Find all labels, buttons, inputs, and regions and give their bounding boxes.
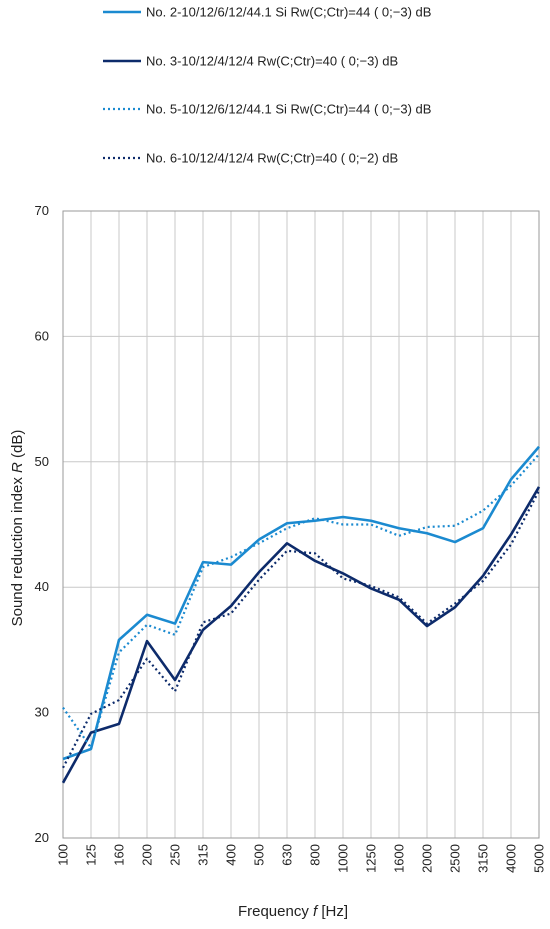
legend-item-4: No. 6-10/12/4/12/4 Rw(C;Ctr)=40 ( 0;−2) …	[103, 151, 398, 166]
x-tick-label: 500	[252, 844, 267, 866]
series-line-3	[62, 453, 540, 749]
x-tick-label: 800	[308, 844, 323, 866]
legend-label: No. 5-10/12/6/12/44.1 Si Rw(C;Ctr)=44 ( …	[146, 102, 431, 117]
x-tick-label: 100	[56, 844, 71, 866]
x-tick-label: 1250	[364, 844, 379, 873]
y-tick-label: 40	[35, 579, 49, 594]
y-tick-label: 60	[35, 328, 49, 343]
x-axis-label-text: Frequency	[238, 903, 313, 920]
y-axis-label-unit: (dB)	[9, 430, 26, 463]
grid	[62, 210, 540, 839]
x-tick-label: 3150	[476, 844, 491, 873]
series-line-4	[62, 490, 540, 769]
x-tick-label: 315	[196, 844, 211, 866]
legend: No. 2-10/12/6/12/44.1 Si Rw(C;Ctr)=44 ( …	[103, 5, 431, 166]
x-tick-label: 400	[224, 844, 239, 866]
legend-label: No. 2-10/12/6/12/44.1 Si Rw(C;Ctr)=44 ( …	[146, 5, 431, 20]
x-tick-label: 125	[84, 844, 99, 866]
series-layer	[61, 445, 541, 784]
x-tick-label: 2500	[448, 844, 463, 873]
y-tick-label: 50	[35, 454, 49, 469]
legend-item-1: No. 2-10/12/6/12/44.1 Si Rw(C;Ctr)=44 ( …	[103, 5, 431, 20]
series-line-2	[61, 486, 541, 784]
x-tick-label: 1000	[336, 844, 351, 873]
y-tick-label: 20	[35, 830, 49, 845]
x-tick-label: 160	[112, 844, 127, 866]
x-tick-label: 5000	[532, 844, 547, 873]
y-tick-label: 30	[35, 705, 49, 720]
x-tick-label: 4000	[504, 844, 519, 873]
x-tick-label: 630	[280, 844, 295, 866]
y-axis-label-italic: R	[9, 462, 26, 473]
legend-item-2: No. 3-10/12/4/12/4 Rw(C;Ctr)=40 ( 0;−3) …	[103, 54, 398, 69]
legend-label: No. 6-10/12/4/12/4 Rw(C;Ctr)=40 ( 0;−2) …	[146, 151, 398, 166]
x-tick-label: 1600	[392, 844, 407, 873]
y-axis-label-text: Sound reduction index	[9, 473, 26, 626]
y-tick-label: 70	[35, 203, 49, 218]
y-axis-label: Sound reduction index R (dB)	[9, 430, 26, 627]
x-tick-label: 2000	[420, 844, 435, 873]
x-axis-label: Frequency f [Hz]	[238, 903, 348, 920]
legend-label: No. 3-10/12/4/12/4 Rw(C;Ctr)=40 ( 0;−3) …	[146, 54, 398, 69]
series-line-1	[62, 445, 540, 761]
tick-labels: 20 30 40 50 60 70 100 125 160 200 250 315 400 500 630 8…	[35, 203, 547, 873]
x-tick-label: 200	[140, 844, 155, 866]
plot-area-border	[62, 210, 540, 839]
x-axis-label-unit: [Hz]	[317, 903, 348, 920]
x-tick-label: 250	[168, 844, 183, 866]
legend-item-3: No. 5-10/12/6/12/44.1 Si Rw(C;Ctr)=44 ( …	[103, 102, 431, 117]
x-axis-label-italic: f	[313, 903, 319, 920]
